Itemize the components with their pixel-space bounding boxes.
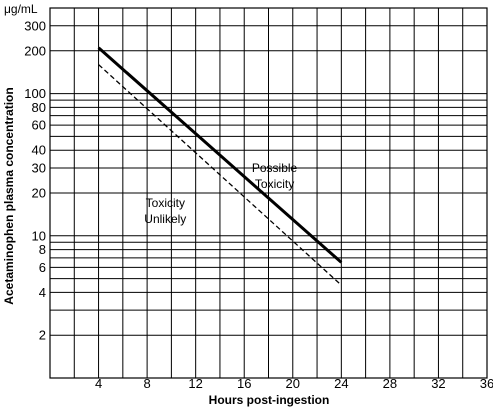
annotation-possible-toxicity: Possible [252,161,298,175]
y-tick-label: 60 [32,118,46,133]
x-tick-label: 4 [95,376,102,391]
plot-frame [49,7,488,379]
x-axis-label: Hours post-ingestion [209,393,330,407]
x-tick-label: 32 [431,376,445,391]
y-tick-label: 200 [24,43,46,58]
tick-labels: 4 8 12 16 20 24 28 32 36246810203040608010020030… [24,18,493,391]
grid-lines [49,7,488,379]
y-tick-label: 30 [32,160,46,175]
x-tick-label: 24 [334,376,348,391]
x-tick-label: 16 [237,376,251,391]
y-tick-label: 80 [32,100,46,115]
x-tick-label: 28 [383,376,397,391]
annotation-possible-toxicity: Toxicity [255,177,294,191]
x-tick-label: 12 [188,376,202,391]
y-tick-label: 300 [24,18,46,33]
x-tick-label: 36 [480,376,493,391]
y-tick-label: 10 [32,228,46,243]
y-tick-label: 2 [39,328,46,343]
y-tick-label: 40 [32,143,46,158]
y-tick-label: 4 [39,285,46,300]
series-line-dashed [98,64,342,286]
x-tick-label: 20 [286,376,300,391]
y-tick-label: 100 [24,86,46,101]
y-axis-label: Acetaminophen plasma concentration [2,87,16,304]
y-unit-label: μg/mL [4,2,38,16]
annotation-toxicity-unlikely: Toxicity [146,196,185,210]
series-lines [97,46,343,286]
x-tick-label: 8 [143,376,150,391]
y-tick-label: 6 [39,260,46,275]
annotation-toxicity-unlikely: Unlikely [144,212,186,226]
y-tick-label: 20 [32,186,46,201]
series-line-solid [97,46,343,264]
annotations: Possible Toxicity Toxicity Unlikely [144,161,297,226]
y-tick-label: 8 [39,242,46,257]
